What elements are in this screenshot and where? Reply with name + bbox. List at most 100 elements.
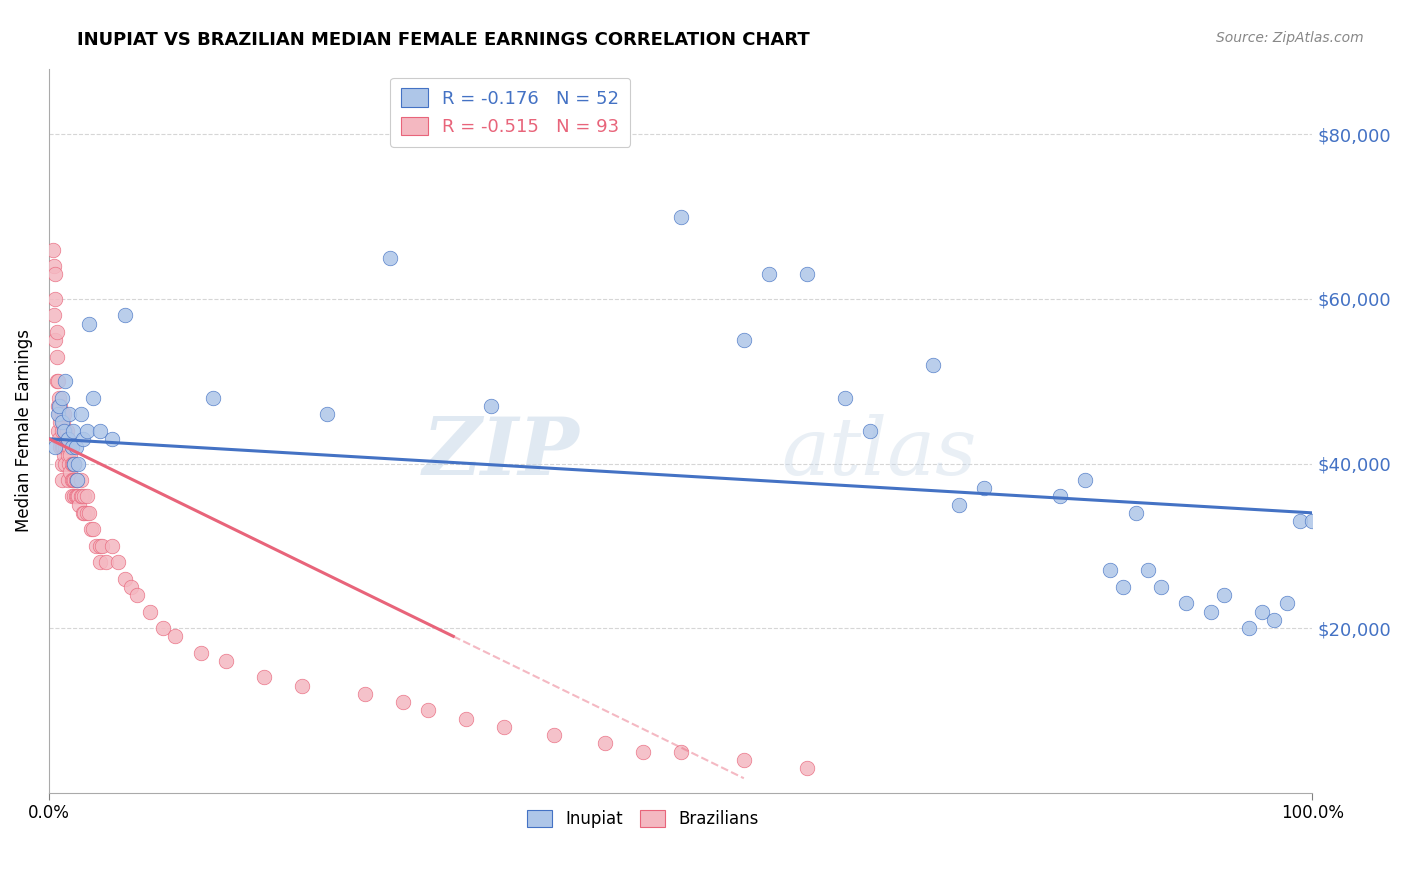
Point [44, 333, 66, 347]
Point [63, 457, 86, 471]
Point [94, 555, 117, 569]
Point [1301, 514, 1323, 528]
Point [492, 720, 515, 734]
Point [60, 440, 83, 454]
Point [46, 407, 69, 421]
Point [378, 251, 401, 265]
Point [1237, 621, 1260, 635]
Point [1175, 596, 1198, 610]
Point [45, 350, 67, 364]
Point [53, 424, 76, 438]
Point [127, 588, 149, 602]
Point [948, 498, 970, 512]
Point [101, 539, 124, 553]
Point [42, 309, 65, 323]
Point [58, 407, 80, 421]
Point [76, 506, 98, 520]
Point [1201, 605, 1223, 619]
Point [46, 424, 69, 438]
Point [55, 424, 77, 438]
Point [56, 473, 79, 487]
Text: INUPIAT VS BRAZILIAN MEDIAN FEMALE EARNINGS CORRELATION CHART: INUPIAT VS BRAZILIAN MEDIAN FEMALE EARNI… [77, 31, 810, 49]
Point [70, 490, 93, 504]
Text: atlas: atlas [782, 414, 977, 491]
Point [44, 292, 66, 306]
Point [53, 424, 76, 438]
Point [79, 506, 101, 520]
Point [1250, 605, 1272, 619]
Point [51, 391, 73, 405]
Point [1213, 588, 1236, 602]
Point [190, 646, 212, 660]
Point [42, 259, 65, 273]
Point [76, 424, 98, 438]
Point [51, 457, 73, 471]
Point [1112, 580, 1135, 594]
Point [76, 490, 98, 504]
Point [65, 473, 87, 487]
Point [56, 432, 79, 446]
Point [60, 490, 83, 504]
Point [101, 432, 124, 446]
Point [53, 448, 76, 462]
Point [669, 745, 692, 759]
Point [796, 761, 818, 775]
Point [63, 473, 86, 487]
Point [1125, 506, 1147, 520]
Text: ZIP: ZIP [423, 414, 579, 491]
Point [55, 457, 77, 471]
Point [60, 473, 83, 487]
Point [202, 391, 225, 405]
Point [79, 522, 101, 536]
Point [48, 391, 70, 405]
Point [52, 440, 75, 454]
Point [52, 415, 75, 429]
Point [1049, 490, 1071, 504]
Point [79, 317, 101, 331]
Point [82, 391, 104, 405]
Point [291, 679, 314, 693]
Point [48, 399, 70, 413]
Point [66, 490, 89, 504]
Point [60, 457, 83, 471]
Point [62, 424, 84, 438]
Point [62, 457, 84, 471]
Point [51, 407, 73, 421]
Point [72, 506, 94, 520]
Point [454, 712, 477, 726]
Legend: Inupiat, Brazilians: Inupiat, Brazilians [520, 804, 765, 835]
Point [67, 498, 90, 512]
Point [139, 605, 162, 619]
Point [65, 440, 87, 454]
Point [48, 432, 70, 446]
Point [48, 407, 70, 421]
Point [89, 555, 111, 569]
Point [49, 415, 72, 429]
Point [72, 432, 94, 446]
Y-axis label: Median Female Earnings: Median Female Earnings [15, 329, 32, 533]
Point [45, 325, 67, 339]
Point [69, 490, 91, 504]
Point [84, 539, 107, 553]
Point [63, 490, 86, 504]
Point [62, 473, 84, 487]
Point [51, 424, 73, 438]
Point [51, 473, 73, 487]
Point [69, 473, 91, 487]
Point [44, 267, 66, 281]
Point [669, 210, 692, 224]
Text: Source: ZipAtlas.com: Source: ZipAtlas.com [1216, 31, 1364, 45]
Point [49, 399, 72, 413]
Point [46, 374, 69, 388]
Point [733, 753, 755, 767]
Point [73, 506, 96, 520]
Point [53, 407, 76, 421]
Point [796, 267, 818, 281]
Point [834, 391, 856, 405]
Point [1150, 580, 1173, 594]
Point [215, 654, 238, 668]
Point [973, 481, 995, 495]
Point [56, 432, 79, 446]
Point [1275, 596, 1298, 610]
Point [69, 407, 91, 421]
